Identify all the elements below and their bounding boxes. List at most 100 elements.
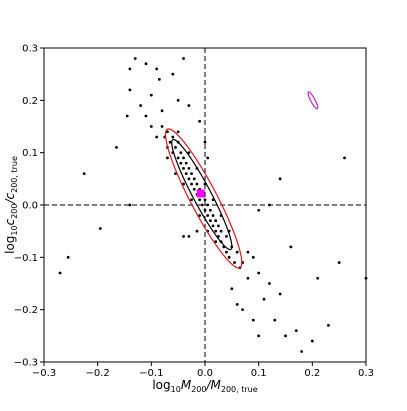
x-tick-label: −0.2 xyxy=(86,368,110,379)
point xyxy=(268,203,271,207)
point xyxy=(171,135,175,139)
ylabel-label: log10c200/c200, true xyxy=(3,156,19,254)
label-part: M xyxy=(181,378,192,392)
center-marker xyxy=(196,189,205,198)
subscript: 10 xyxy=(10,225,19,235)
point xyxy=(217,224,220,228)
point xyxy=(203,140,207,144)
y-tick-label: −0.2 xyxy=(14,305,38,316)
point xyxy=(166,156,169,160)
point xyxy=(214,240,218,244)
x-tick-label: −0.3 xyxy=(32,368,56,379)
point xyxy=(144,114,148,118)
point xyxy=(289,245,293,249)
point xyxy=(168,140,172,144)
point xyxy=(149,93,153,97)
point xyxy=(310,339,314,343)
point xyxy=(257,208,261,212)
x-tick-label: 0.2 xyxy=(304,368,320,379)
point xyxy=(195,182,199,186)
label-part: log xyxy=(152,378,170,392)
label-part: c xyxy=(3,218,17,225)
point xyxy=(206,156,210,160)
point xyxy=(171,72,175,76)
point xyxy=(176,156,180,160)
point xyxy=(192,187,196,191)
point xyxy=(160,109,164,113)
ellipse xyxy=(164,128,243,269)
point xyxy=(208,208,212,212)
point xyxy=(200,203,204,207)
point xyxy=(214,229,218,233)
point xyxy=(225,235,228,238)
point xyxy=(125,114,129,118)
point xyxy=(190,172,193,176)
point xyxy=(187,235,191,238)
point xyxy=(155,67,159,71)
point xyxy=(98,227,102,230)
point xyxy=(182,156,185,160)
point xyxy=(300,350,303,353)
point xyxy=(182,235,185,238)
point xyxy=(337,261,341,264)
point xyxy=(343,156,346,160)
point xyxy=(155,135,159,139)
y-tick-label: 0.0 xyxy=(22,201,38,212)
point xyxy=(257,271,261,275)
point xyxy=(179,161,183,165)
y-tick-label: 0.2 xyxy=(22,96,38,107)
point xyxy=(206,214,210,217)
subscript: 200, true xyxy=(221,385,258,394)
point xyxy=(206,203,210,207)
point xyxy=(66,255,70,259)
point xyxy=(157,78,161,81)
point xyxy=(174,146,177,149)
subscript: 200 xyxy=(10,204,19,219)
point xyxy=(273,318,277,322)
label-part: /c xyxy=(3,192,17,204)
point xyxy=(246,250,250,254)
point xyxy=(262,297,266,301)
point xyxy=(327,323,330,327)
point xyxy=(182,166,185,170)
subscript: 200, true xyxy=(10,156,19,193)
ellipse xyxy=(307,91,319,110)
point xyxy=(187,104,191,107)
y-tick-label: 0.1 xyxy=(22,148,38,159)
point xyxy=(187,166,191,170)
point xyxy=(257,334,261,338)
point xyxy=(198,214,202,217)
point xyxy=(179,151,183,155)
point xyxy=(294,329,298,332)
label-part: log xyxy=(3,236,17,254)
point xyxy=(278,177,282,181)
point xyxy=(190,198,193,202)
point xyxy=(192,177,196,181)
point xyxy=(128,67,132,71)
y-tick-label: 0.3 xyxy=(22,44,38,55)
x-tick-label: 0.1 xyxy=(251,368,267,379)
x-tick-label: 0.3 xyxy=(358,368,374,379)
point xyxy=(198,119,202,123)
point xyxy=(187,151,191,155)
point xyxy=(230,287,234,291)
point xyxy=(133,57,137,60)
x-tick-label: −0.1 xyxy=(139,368,163,379)
point xyxy=(198,198,202,202)
point xyxy=(190,182,193,186)
point xyxy=(251,318,255,322)
y-tick-label: −0.3 xyxy=(14,358,38,369)
point xyxy=(316,276,320,280)
point xyxy=(227,255,231,259)
xlabel-label: log10M200/M200, true xyxy=(152,378,257,394)
label-part: /M xyxy=(205,378,221,392)
point xyxy=(176,130,180,134)
point xyxy=(184,161,188,165)
point xyxy=(233,261,236,264)
point xyxy=(268,282,271,285)
point xyxy=(144,62,148,66)
point xyxy=(203,198,207,202)
point xyxy=(176,98,180,102)
point xyxy=(284,334,287,338)
